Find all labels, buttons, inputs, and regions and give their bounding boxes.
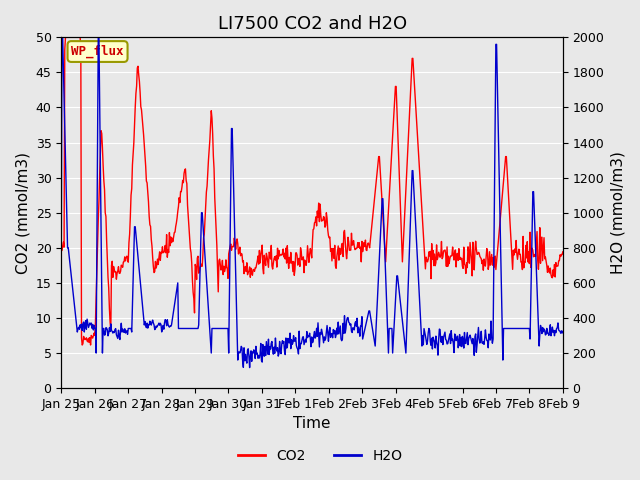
X-axis label: Time: Time (293, 417, 331, 432)
Y-axis label: CO2 (mmol/m3): CO2 (mmol/m3) (15, 152, 30, 274)
Text: WP_flux: WP_flux (71, 45, 124, 58)
Y-axis label: H2O (mmol/m3): H2O (mmol/m3) (610, 151, 625, 274)
Title: LI7500 CO2 and H2O: LI7500 CO2 and H2O (218, 15, 406, 33)
Legend: CO2, H2O: CO2, H2O (232, 443, 408, 468)
